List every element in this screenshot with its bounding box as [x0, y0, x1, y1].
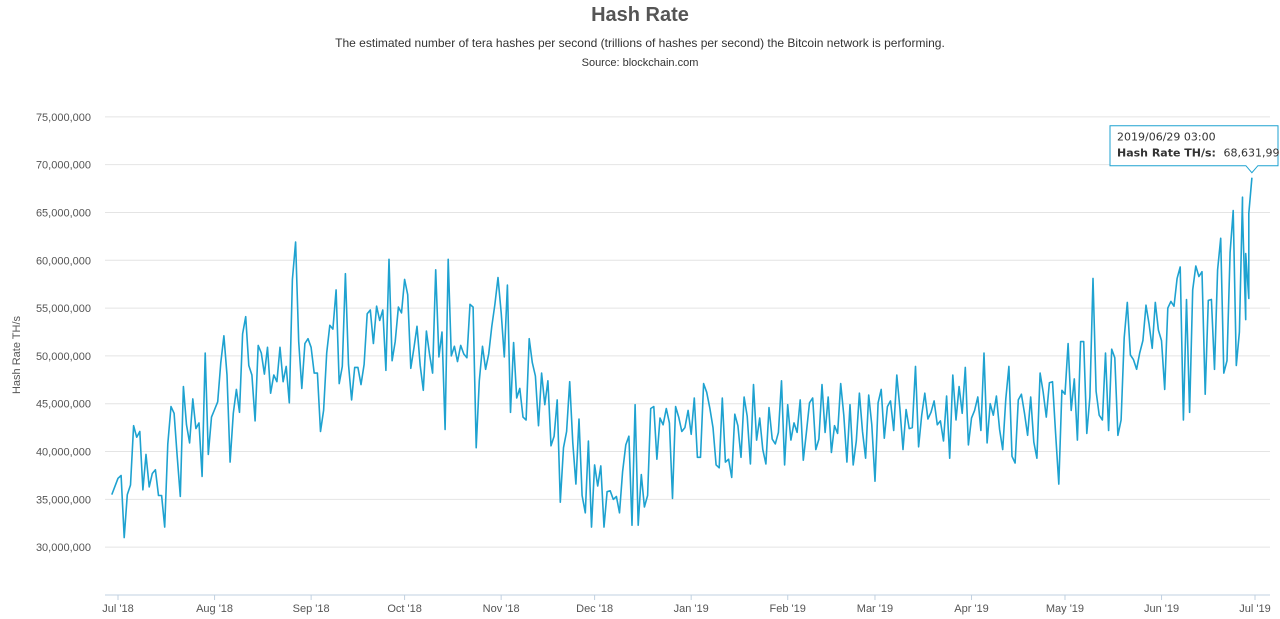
tooltip-box [1109, 125, 1279, 174]
y-tick-label: 30,000,000 [36, 542, 91, 554]
x-tick-label: Oct '18 [387, 603, 422, 615]
y-axis-label: Hash Rate TH/s [11, 315, 23, 394]
y-tick-label: 60,000,000 [36, 255, 91, 267]
x-tick-label: Dec '18 [576, 603, 613, 615]
x-tick-label: Nov '18 [483, 603, 520, 615]
tooltip-value: 68,631,992 [1223, 147, 1280, 160]
series-hash-rate-line[interactable] [111, 177, 1253, 539]
tooltip-label: Hash Rate TH/s: [1117, 147, 1216, 160]
tooltip: 2019/06/29 03:00 Hash Rate TH/s: 68,631,… [1109, 125, 1280, 174]
series-layer [111, 177, 1253, 539]
chart-subtitle: The estimated number of tera hashes per … [335, 36, 945, 50]
y-tick-label: 55,000,000 [36, 303, 91, 315]
x-tick-label: May '19 [1046, 603, 1084, 615]
x-tick-label: Jul '18 [102, 603, 133, 615]
tooltip-date: 2019/06/29 03:00 [1117, 131, 1216, 144]
chart-source: Source: blockchain.com [582, 57, 699, 69]
tooltip-value-line: Hash Rate TH/s: 68,631,992 [1117, 147, 1280, 160]
y-tick-label: 50,000,000 [36, 351, 91, 363]
chart-title: Hash Rate [591, 4, 689, 26]
y-tick-label: 35,000,000 [36, 494, 91, 506]
y-tick-label: 70,000,000 [36, 160, 91, 172]
x-tick-label: Aug '18 [196, 603, 233, 615]
x-tick-label: Jul '19 [1239, 603, 1270, 615]
x-tick-label: Jan '19 [674, 603, 709, 615]
gridlines [105, 116, 1270, 548]
x-axis: Jul '18 Aug '18 Sep '18 Oct '18 Nov '18 Dec '… [102, 594, 1271, 615]
y-axis-ticks: 30,000,000 35,000,000 40,000,000 45,000,000… [36, 112, 91, 554]
y-tick-label: 45,000,000 [36, 399, 91, 411]
y-tick-label: 65,000,000 [36, 207, 91, 219]
x-tick-label: Sep '18 [293, 603, 330, 615]
x-tick-label: Feb '19 [770, 603, 806, 615]
x-tick-label: Mar '19 [857, 603, 893, 615]
x-tick-label: Apr '19 [954, 603, 989, 615]
y-tick-label: 75,000,000 [36, 112, 91, 124]
x-tick-label: Jun '19 [1144, 603, 1179, 615]
y-tick-label: 40,000,000 [36, 447, 91, 459]
